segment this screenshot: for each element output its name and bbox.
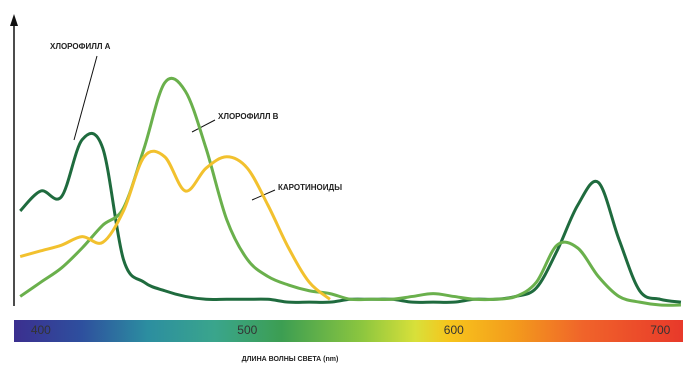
series-label: ХЛОРОФИЛЛ В bbox=[218, 112, 279, 121]
series-line bbox=[19, 76, 681, 307]
series-label: КАРОТИНОИДЫ bbox=[278, 183, 342, 192]
x-tick-label: 600 bbox=[444, 323, 464, 337]
leader-line bbox=[73, 55, 98, 141]
x-tick-label: 400 bbox=[31, 323, 51, 337]
series-label: ХЛОРОФИЛЛ А bbox=[50, 42, 111, 51]
series-line bbox=[19, 149, 331, 301]
x-tick-label: 700 bbox=[650, 323, 670, 337]
x-tick-label: 500 bbox=[237, 323, 257, 337]
spectrum-bar bbox=[14, 320, 683, 342]
x-axis-label: ДЛИНА ВОЛНЫ СВЕТА (nm) bbox=[242, 356, 339, 363]
leader-line bbox=[191, 119, 216, 133]
y-axis-arrow bbox=[10, 14, 18, 26]
